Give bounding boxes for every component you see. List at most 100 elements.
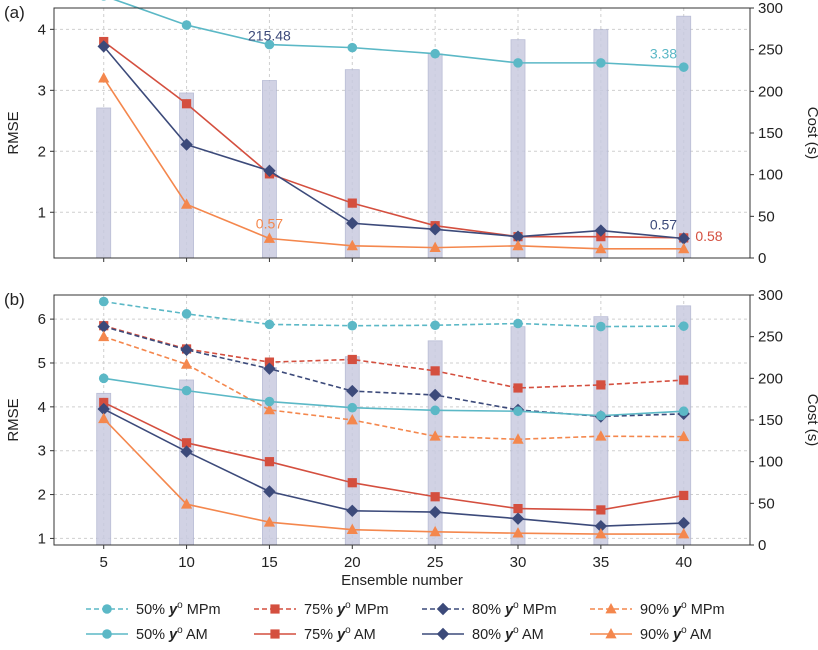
data-point [181, 438, 192, 448]
data-point [512, 239, 524, 251]
legend-y-symbol: y [336, 627, 346, 643]
data-point [263, 485, 276, 498]
x-tick-label: 5 [100, 554, 108, 571]
data-annotation: 3.38 [650, 46, 677, 62]
legend-method: AM [690, 627, 712, 643]
x-tick-label: 30 [510, 554, 527, 571]
data-point [180, 343, 193, 357]
data-point [101, 0, 107, 1]
data-point [678, 62, 689, 72]
cost-bar [676, 15, 692, 259]
data-point [678, 406, 689, 417]
data-point [346, 414, 358, 425]
data-point [347, 42, 358, 53]
x-axis-label: Ensemble number [341, 572, 463, 589]
y2-axis-label: Cost (s) [804, 107, 818, 160]
data-point [594, 519, 608, 533]
legend-y-symbol: y [336, 602, 346, 618]
legend-label: 50% yo MPm [136, 600, 221, 618]
cost-bar [344, 69, 360, 259]
data-point [596, 380, 606, 390]
y-tick-label: 1 [38, 204, 46, 221]
plot-frame [53, 294, 751, 546]
legend-method: MPm [523, 602, 557, 618]
data-point [263, 164, 276, 178]
data-point [428, 223, 442, 236]
legend-method: AM [522, 627, 544, 643]
legend-marker [270, 604, 280, 614]
cost-bar [510, 39, 526, 259]
data-point [181, 20, 192, 30]
series-line [103, 325, 684, 418]
data-point [678, 321, 689, 331]
legend-y-symbol: y [672, 602, 682, 618]
legend-marker [270, 629, 280, 639]
legend-item: 90% yo MPm [590, 600, 725, 618]
data-point [513, 318, 523, 329]
data-point [429, 430, 441, 441]
data-point [429, 241, 441, 253]
cost-bar [96, 107, 112, 259]
y2-tick-label: 0 [758, 250, 766, 267]
data-point [596, 410, 606, 421]
legend-label: 90% yo MPm [640, 600, 725, 618]
data-point [678, 242, 690, 254]
data-point [264, 357, 275, 367]
data-point [347, 198, 357, 208]
data-point [97, 320, 110, 333]
y2-tick-label: 150 [758, 125, 783, 142]
data-point [677, 516, 690, 530]
legend-y-symbol: y [504, 627, 514, 643]
cost-bar [676, 305, 692, 546]
plot-frame [53, 7, 751, 259]
data-point [98, 412, 110, 424]
legend-marker [605, 603, 617, 614]
legend-o-superscript: o [681, 625, 687, 636]
series-line [103, 401, 684, 511]
data-point [679, 375, 689, 385]
data-point [429, 525, 441, 537]
y-tick-label: 4 [38, 21, 46, 38]
series-line [103, 335, 684, 441]
y2-tick-label: 100 [758, 454, 783, 471]
data-point [430, 492, 440, 502]
legend-o-superscript: o [681, 600, 687, 611]
cost-bar [179, 379, 194, 546]
data-point [99, 397, 109, 408]
y-tick-label: 1 [38, 530, 46, 547]
legend-item: 80% yo AM [422, 625, 544, 643]
y-axis-label: RMSE [5, 398, 22, 441]
data-point [595, 528, 607, 539]
data-point [595, 430, 607, 441]
data-point [347, 354, 357, 365]
data-point [428, 388, 442, 402]
panel-b: 1 2 3 4 5 6 0 50 100 150 200 250 300 5 10 15 20 25 30 35 40 E… [4, 287, 818, 589]
data-point [678, 430, 690, 442]
data-point [180, 445, 193, 458]
legend-label: 90% yo AM [640, 625, 712, 643]
legend-pct: 90% [640, 602, 669, 618]
legend-o-superscript: o [513, 625, 519, 636]
data-point [595, 242, 607, 254]
legend-o-superscript: o [345, 625, 351, 636]
legend-label: 75% yo AM [304, 625, 376, 643]
y2-tick-label: 300 [758, 287, 783, 304]
data-point [430, 320, 440, 331]
data-point [263, 403, 276, 415]
data-point [512, 527, 524, 538]
legend-item: 50% yo MPm [86, 600, 221, 618]
panel-label: (b) [4, 290, 25, 309]
legend-marker [436, 602, 450, 616]
legend-item: 80% yo MPm [422, 600, 557, 618]
legend-pct: 90% [640, 627, 669, 643]
series-line [103, 300, 684, 328]
legend-method: AM [354, 627, 376, 643]
series-line [103, 418, 684, 535]
legend-label: 80% yo MPm [472, 600, 557, 618]
data-point [264, 396, 275, 407]
legend-marker [102, 604, 112, 614]
data-point [347, 402, 358, 413]
data-point [98, 373, 109, 384]
legend-y-symbol: y [168, 602, 178, 618]
data-point [347, 478, 357, 488]
